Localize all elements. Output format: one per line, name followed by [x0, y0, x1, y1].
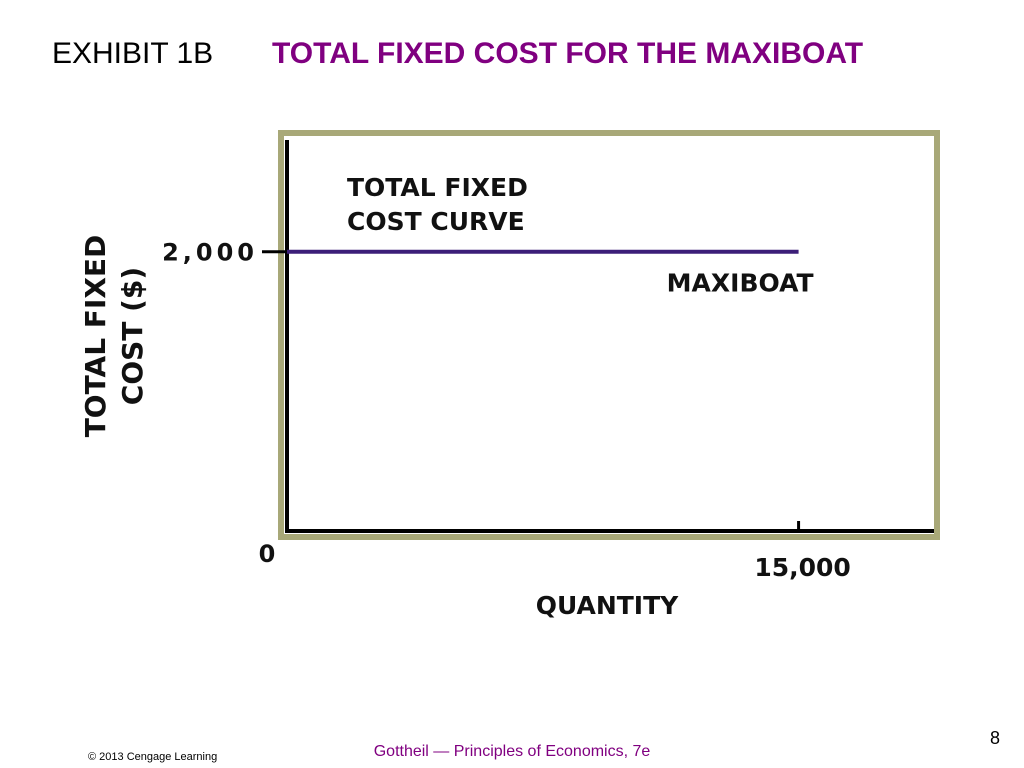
annotation: TOTAL FIXED — [347, 173, 528, 202]
y-tick-label: 2,000 — [162, 239, 258, 267]
x-tick-label: 0 — [259, 540, 276, 568]
copyright: © 2013 Cengage Learning — [88, 751, 217, 763]
exhibit-label: EXHIBIT 1B — [52, 37, 213, 70]
y-axis-label: TOTAL FIXED — [79, 235, 112, 438]
chart-frame — [278, 130, 940, 540]
page-number: 8 — [990, 728, 1000, 748]
slide-title: TOTAL FIXED COST FOR THE MAXIBOAT — [272, 37, 863, 70]
series-label: MAXIBOAT — [667, 269, 814, 298]
source: Gottheil — Principles of Economics, 7e — [374, 743, 651, 760]
y-axis-label: COST ($) — [116, 267, 149, 405]
x-tick-label: 15,000 — [754, 553, 850, 582]
annotation: COST CURVE — [347, 207, 525, 236]
x-axis-label: QUANTITY — [536, 591, 679, 620]
